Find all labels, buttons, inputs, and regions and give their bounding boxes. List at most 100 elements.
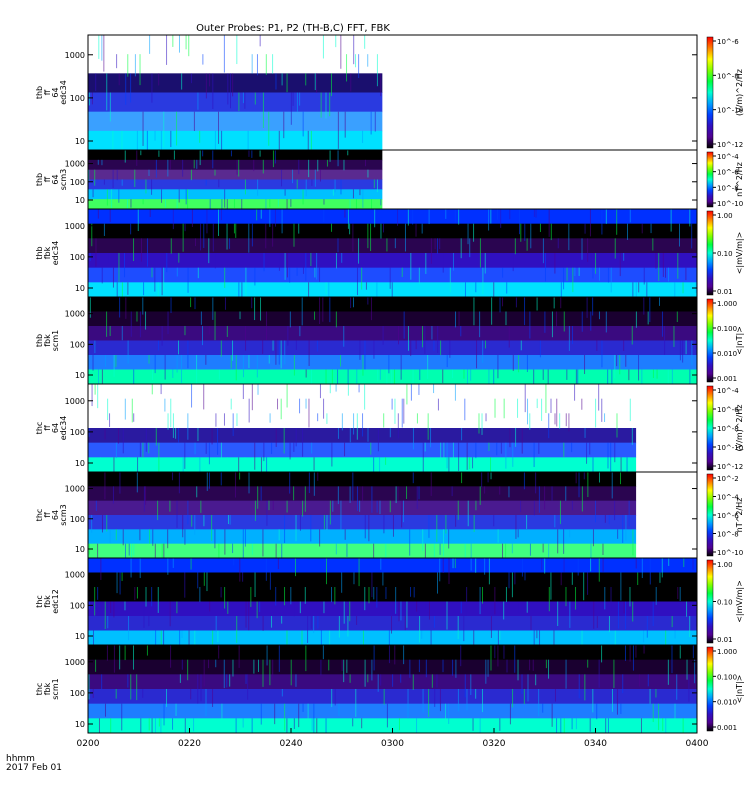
colorbar-tick-label: 10^-8 xyxy=(717,531,739,539)
spectrogram-streak xyxy=(139,54,141,86)
spectrogram-streak xyxy=(517,601,519,613)
spectrogram-streak xyxy=(133,369,135,384)
spectrogram-streak xyxy=(320,92,322,118)
spectrogram-streak xyxy=(247,130,249,150)
spectrogram-streak xyxy=(329,384,331,394)
spectrogram-streak xyxy=(341,659,343,671)
spectrogram-streak xyxy=(412,472,414,484)
spectrogram-streak xyxy=(403,500,405,523)
y-tick-label: 100 xyxy=(70,340,85,349)
date-label: 2017 Feb 01 xyxy=(6,763,63,773)
spectrogram-streak xyxy=(269,572,271,590)
spectrogram-streak xyxy=(220,587,222,598)
spectrogram-streak xyxy=(473,223,475,242)
spectrogram-streak xyxy=(619,355,621,375)
spectrogram-streak xyxy=(142,199,144,205)
spectrogram-streak xyxy=(355,199,357,209)
colorbar-label: nT^2/Hz xyxy=(735,498,744,533)
spectrogram-streak xyxy=(377,369,379,382)
spectrogram-streak xyxy=(479,718,481,733)
spectrogram-streak xyxy=(155,159,157,178)
spectrogram-streak xyxy=(454,558,456,569)
spectrogram-streak xyxy=(325,558,327,585)
spectrogram-streak xyxy=(652,601,654,626)
colorbar-label: (V/m)^2/Hz xyxy=(735,69,744,116)
spectrogram-streak xyxy=(145,179,147,194)
spectrogram-streak xyxy=(460,326,462,337)
spectrogram-streak xyxy=(431,326,433,340)
spectrogram-streak xyxy=(524,297,526,326)
spectrogram-streak xyxy=(668,558,670,566)
spectrogram-streak xyxy=(139,442,141,457)
spectrogram-streak xyxy=(320,659,322,676)
spectrogram-streak xyxy=(566,267,568,281)
spectrogram-streak xyxy=(211,428,213,445)
spectrogram-streak xyxy=(476,340,478,369)
spectrogram-streak xyxy=(454,384,456,401)
spectrogram-streak xyxy=(563,442,565,457)
spectrogram-streak xyxy=(91,515,93,533)
spectrogram-streak xyxy=(550,398,552,413)
spectrogram-streak xyxy=(526,355,528,373)
spectrogram-streak xyxy=(656,369,658,379)
spectrogram-streak xyxy=(176,500,178,528)
spectrogram-streak xyxy=(265,223,267,249)
spectrogram-streak xyxy=(116,54,118,69)
spectrogram-streak xyxy=(335,543,337,555)
spectrogram-streak xyxy=(272,500,274,511)
spectrogram-streak xyxy=(388,630,390,645)
spectrogram-streak xyxy=(529,659,531,671)
spectrogram-band xyxy=(88,150,383,161)
spectrogram-streak xyxy=(581,238,583,260)
y-axis-label: scm1 xyxy=(51,678,60,699)
spectrogram-streak xyxy=(148,529,150,544)
spectrogram-streak xyxy=(365,282,367,290)
spectrogram-streak xyxy=(424,601,426,610)
spectrogram-streak xyxy=(238,92,240,112)
spectrogram-streak xyxy=(202,326,204,346)
spectrogram-streak xyxy=(295,340,297,350)
spectrogram-streak xyxy=(446,355,448,368)
spectrogram-streak xyxy=(439,238,441,250)
spectrogram-streak xyxy=(568,326,570,351)
spectrogram-streak xyxy=(359,340,361,360)
spectrogram-streak xyxy=(446,442,448,469)
spectrogram-streak xyxy=(127,340,129,364)
spectrogram-streak xyxy=(178,472,180,494)
spectrogram-streak xyxy=(532,659,534,671)
colorbar-tick-label: 10^-6 xyxy=(717,406,739,414)
spectrogram-streak xyxy=(490,616,492,638)
y-axis-label: 64 xyxy=(51,87,60,97)
spectrogram-streak xyxy=(158,73,160,86)
spectrogram-streak xyxy=(265,558,267,581)
spectrogram-streak xyxy=(470,558,472,571)
spectrogram-band xyxy=(88,238,697,254)
spectrogram-streak xyxy=(281,169,283,187)
spectrogram-streak xyxy=(286,253,288,278)
spectrogram-streak xyxy=(359,189,361,196)
spectrogram-streak xyxy=(313,703,315,733)
spectrogram-streak xyxy=(292,169,294,184)
spectrogram-streak xyxy=(133,238,135,261)
spectrogram-streak xyxy=(382,572,384,586)
spectrogram-streak xyxy=(563,558,565,573)
spectrogram-streak xyxy=(227,457,229,472)
spectrogram-streak xyxy=(692,558,694,570)
spectrogram-streak xyxy=(493,369,495,384)
spectrogram-streak xyxy=(323,209,325,223)
spectrogram-streak xyxy=(554,413,556,425)
spectrogram-streak xyxy=(343,659,345,683)
spectrogram-streak xyxy=(464,282,466,297)
spectrogram-streak xyxy=(499,718,501,731)
spectrogram-streak xyxy=(595,253,597,274)
spectrogram-streak xyxy=(682,282,684,294)
spectrogram-streak xyxy=(176,355,178,373)
spectrogram-streak xyxy=(610,587,612,611)
spectrogram-streak xyxy=(466,587,468,616)
spectrogram-streak xyxy=(113,457,115,472)
spectrogram-streak xyxy=(407,326,409,351)
spectrogram-streak xyxy=(616,209,618,235)
spectrogram-streak xyxy=(127,674,129,688)
spectrogram-streak xyxy=(356,486,358,511)
spectrogram-streak xyxy=(248,223,250,253)
